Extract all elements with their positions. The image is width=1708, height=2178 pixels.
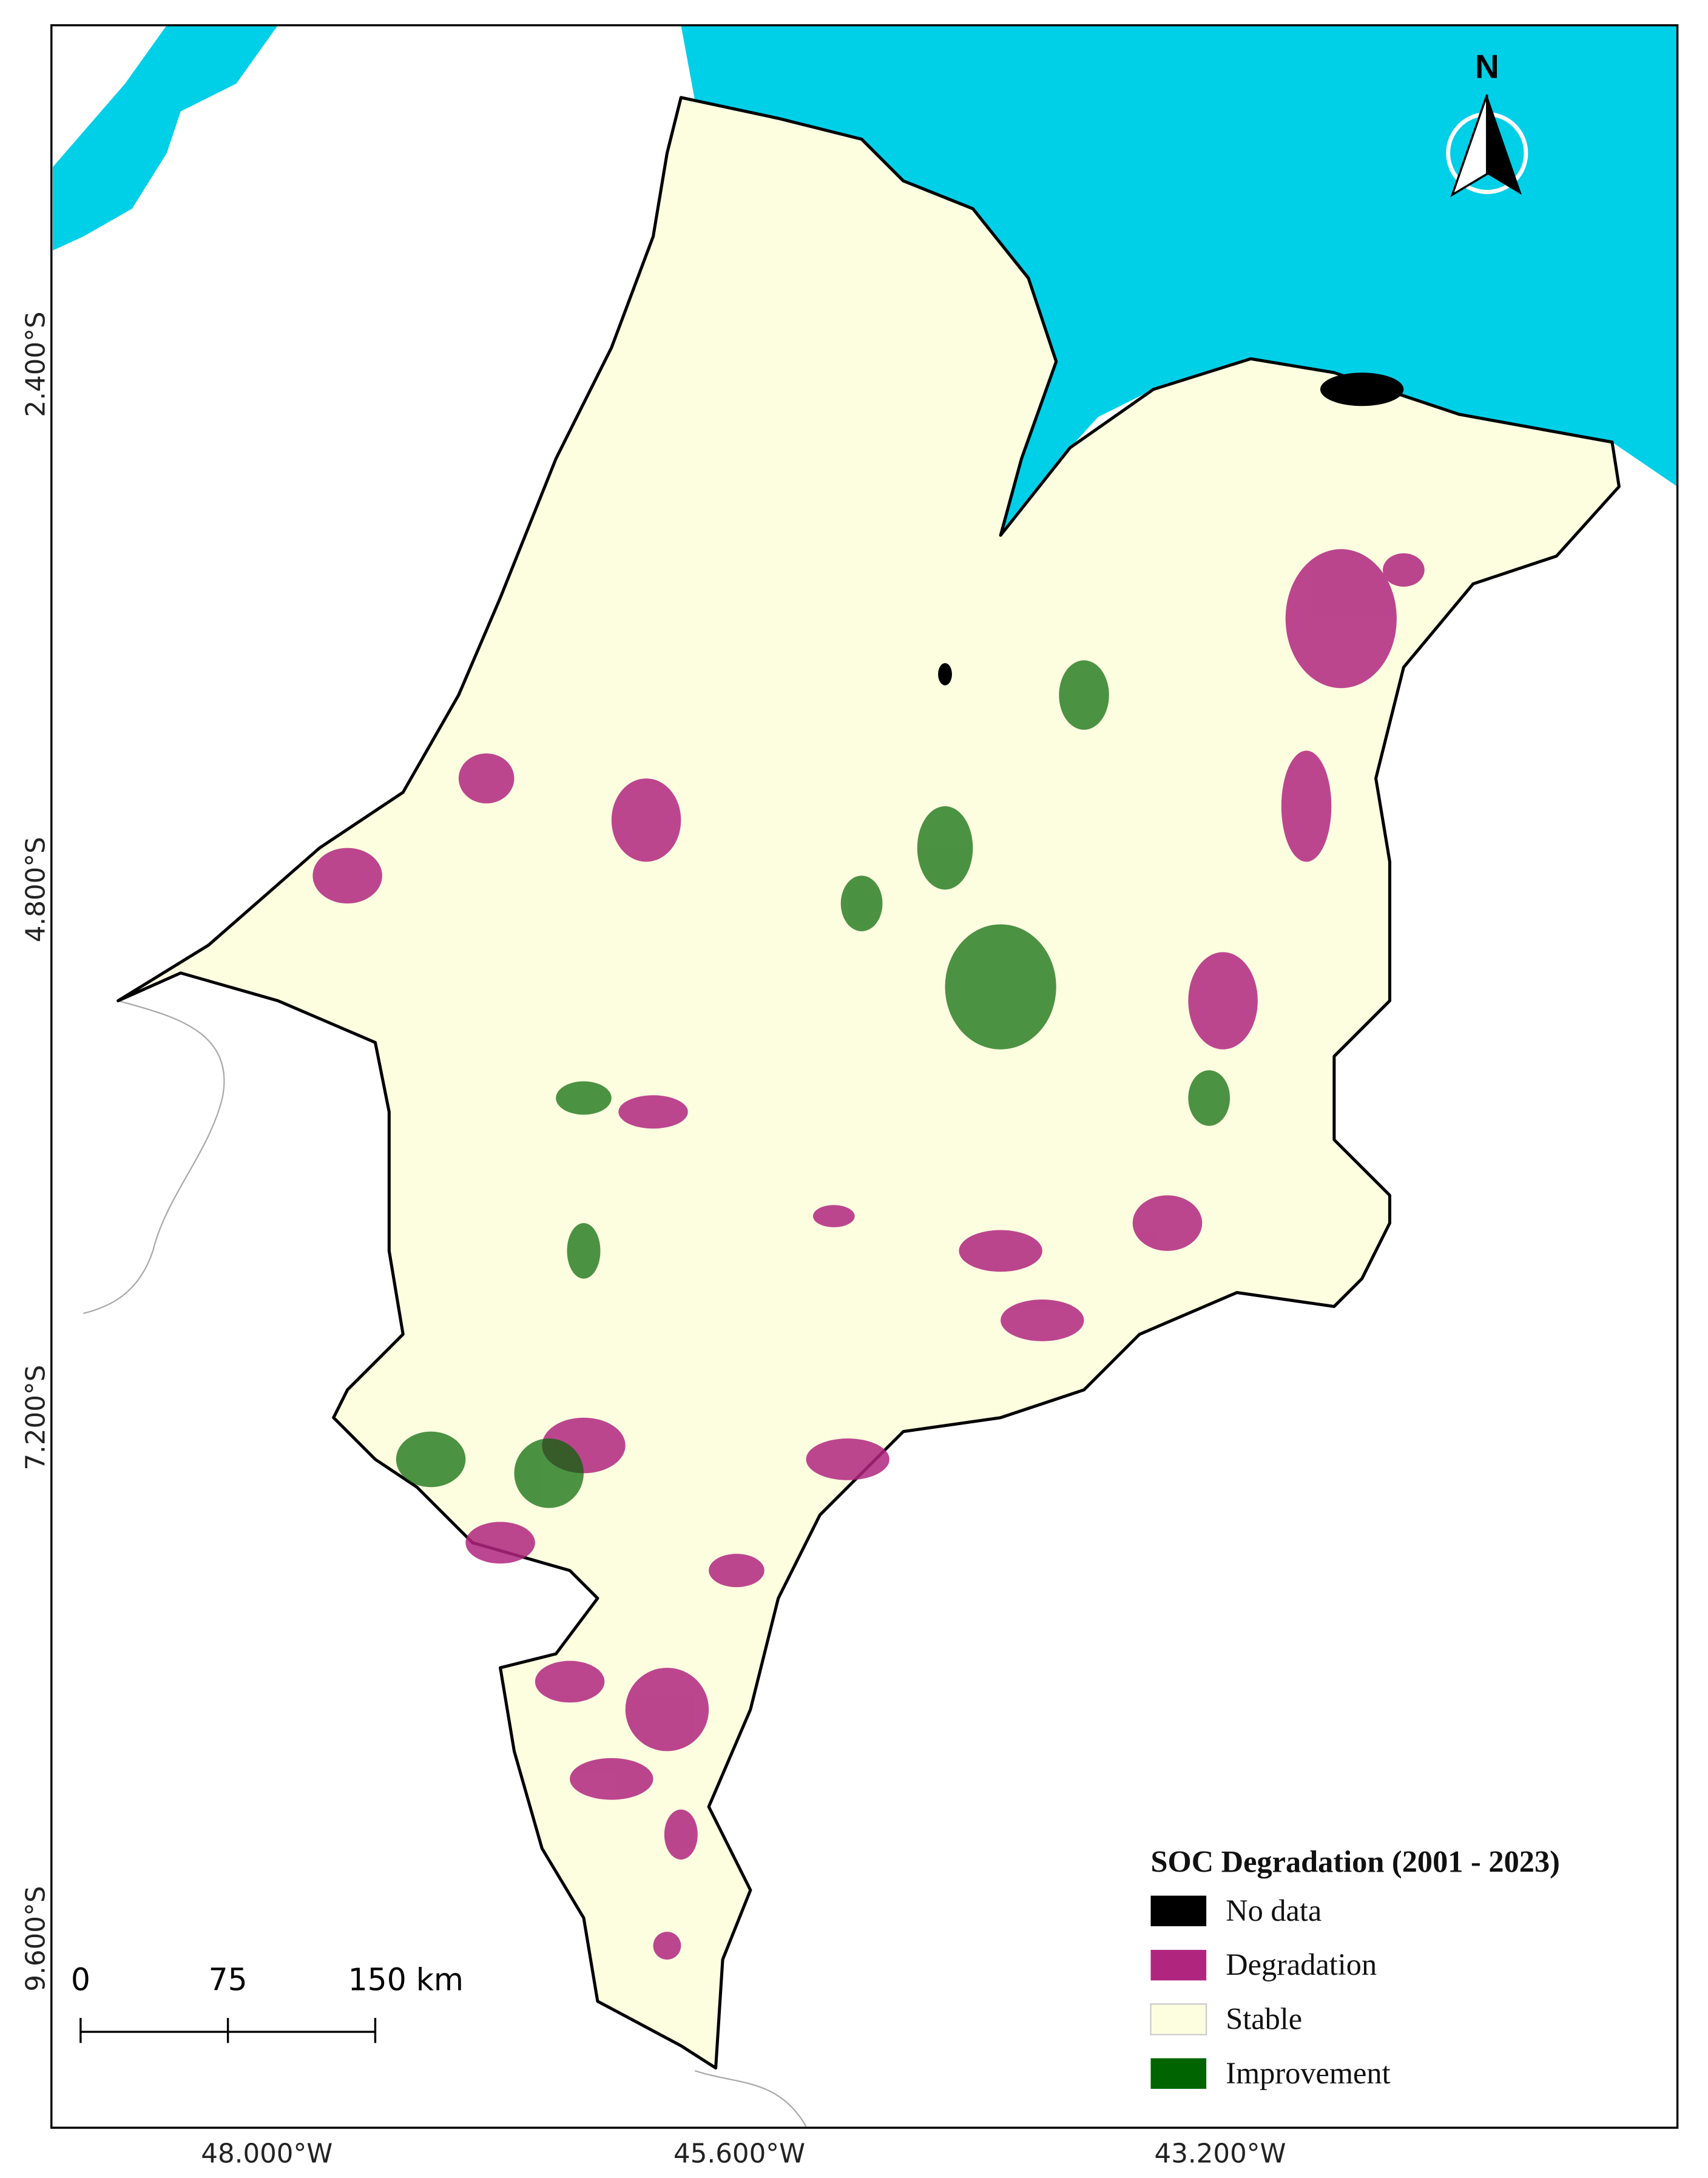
patch (567, 1223, 601, 1279)
scale-label: 150 km (348, 1961, 464, 1997)
latitude-label: 4.800°S (21, 837, 51, 942)
patch (1188, 952, 1258, 1050)
legend-title: SOC Degradation (2001 - 2023) (1151, 1845, 1560, 1879)
north-label: N (1475, 48, 1499, 86)
patch (945, 924, 1056, 1050)
legend-label: Improvement (1226, 2056, 1390, 2090)
patch (1285, 549, 1397, 689)
patch (917, 806, 973, 890)
scale-bar (79, 2018, 377, 2043)
degradation-patches (312, 549, 1425, 1960)
water-west (53, 25, 278, 251)
longitude-label: 48.000°W (201, 2139, 332, 2169)
patch (806, 1438, 889, 1480)
patch (1132, 1195, 1203, 1251)
map-frame (50, 24, 1679, 2129)
patch (1188, 1070, 1230, 1126)
patch (465, 1522, 535, 1564)
patch (556, 1081, 612, 1115)
latitude-label: 9.600°S (21, 1886, 51, 1992)
patch (1001, 1300, 1084, 1341)
scale-label: 0 (71, 1961, 90, 1997)
longitude-label: 43.200°W (1155, 2139, 1286, 2169)
patch (570, 1758, 653, 1800)
legend-swatch (1150, 2058, 1207, 2089)
patch (535, 1660, 605, 1703)
patch (618, 1095, 688, 1129)
patch (812, 1205, 855, 1227)
patch (625, 1667, 709, 1752)
legend-label: Degradation (1226, 1947, 1377, 1981)
legend: SOC Degradation (2001 - 2023) No data De… (1150, 1845, 1560, 2090)
legend-swatch (1150, 1895, 1207, 1927)
patch (396, 1431, 466, 1488)
legend-label: No data (1226, 1893, 1322, 1927)
nodata-patches (938, 373, 1404, 686)
patch (458, 753, 515, 804)
patch (514, 1438, 584, 1508)
patch (653, 1932, 681, 1960)
latitude-label: 7.200°S (21, 1365, 51, 1471)
legend-label: Stable (1226, 2002, 1302, 2036)
patch (709, 1554, 765, 1588)
patch (938, 663, 952, 686)
patch (611, 778, 681, 862)
state-outline (116, 96, 1621, 2070)
patch (1281, 750, 1332, 862)
legend-swatch (1150, 2003, 1207, 2035)
patch (1059, 660, 1109, 730)
patch (1320, 373, 1404, 406)
longitude-label: 45.600°W (673, 2139, 805, 2169)
neighbor-border (83, 1000, 807, 2127)
patch (959, 1230, 1042, 1272)
patch (840, 875, 883, 932)
ocean (681, 25, 1678, 536)
latitude-label: 2.400°S (21, 312, 51, 417)
patch (664, 1809, 698, 1860)
legend-swatch (1150, 1949, 1207, 1981)
scale-label: 75 (209, 1961, 248, 1997)
patch (312, 848, 382, 904)
patch (1383, 553, 1425, 587)
improvement-patches (396, 660, 1230, 1508)
